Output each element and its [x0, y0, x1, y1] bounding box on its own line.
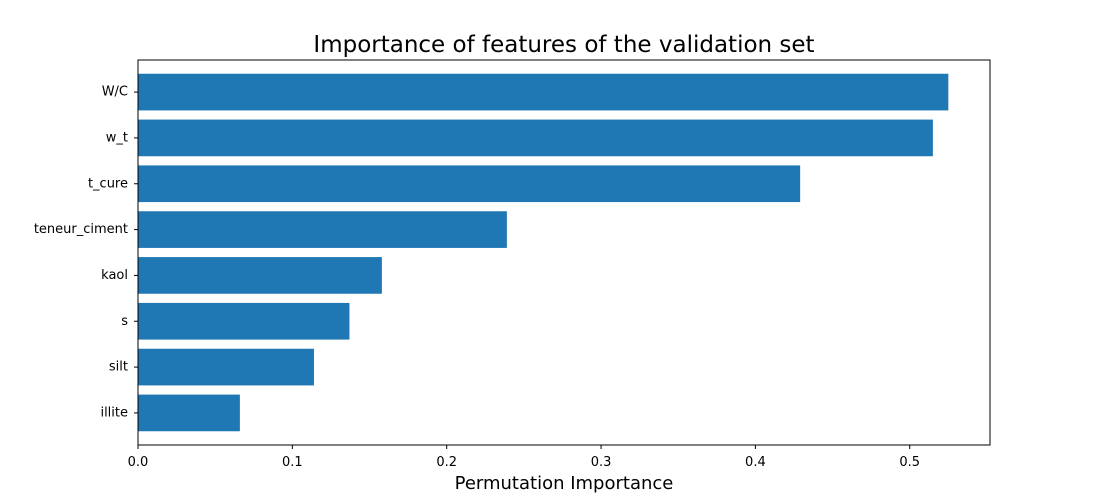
y-tick-label-6: silt: [109, 360, 128, 375]
bar-3: [138, 211, 507, 248]
x-tick-label-5: 0.5: [899, 455, 920, 470]
x-axis-ticks: 0.0 0.1 0.2 0.3 0.4 0.5: [128, 445, 920, 470]
x-axis-label: Permutation Importance: [455, 473, 674, 494]
y-tick-label-4: kaol: [101, 268, 128, 283]
plot-frame: [137, 59, 991, 446]
bar-7: [138, 394, 240, 432]
bar-5: [138, 302, 350, 340]
bar-2: [138, 165, 801, 203]
bar-1: [138, 119, 933, 157]
x-tick-label-1: 0.1: [282, 455, 303, 470]
y-tick-label-7: illite: [100, 405, 128, 420]
x-tick-label-2: 0.2: [436, 455, 457, 470]
x-tick-label-3: 0.3: [591, 455, 612, 470]
y-tick-label-3: teneur_ciment: [34, 222, 128, 237]
x-tick-label-4: 0.4: [745, 455, 766, 470]
bar-0: [138, 73, 949, 111]
bar-4: [138, 257, 382, 294]
bar-6: [138, 348, 314, 386]
chart-title: Importance of features of the validation…: [313, 32, 814, 58]
bars-layer: [138, 73, 949, 432]
x-tick-label-0: 0.0: [128, 455, 149, 470]
y-tick-label-5: s: [121, 314, 128, 329]
y-tick-label-2: t_cure: [88, 176, 128, 191]
y-tick-label-1: w_t: [106, 130, 128, 145]
y-tick-label-0: W/C: [102, 85, 128, 100]
